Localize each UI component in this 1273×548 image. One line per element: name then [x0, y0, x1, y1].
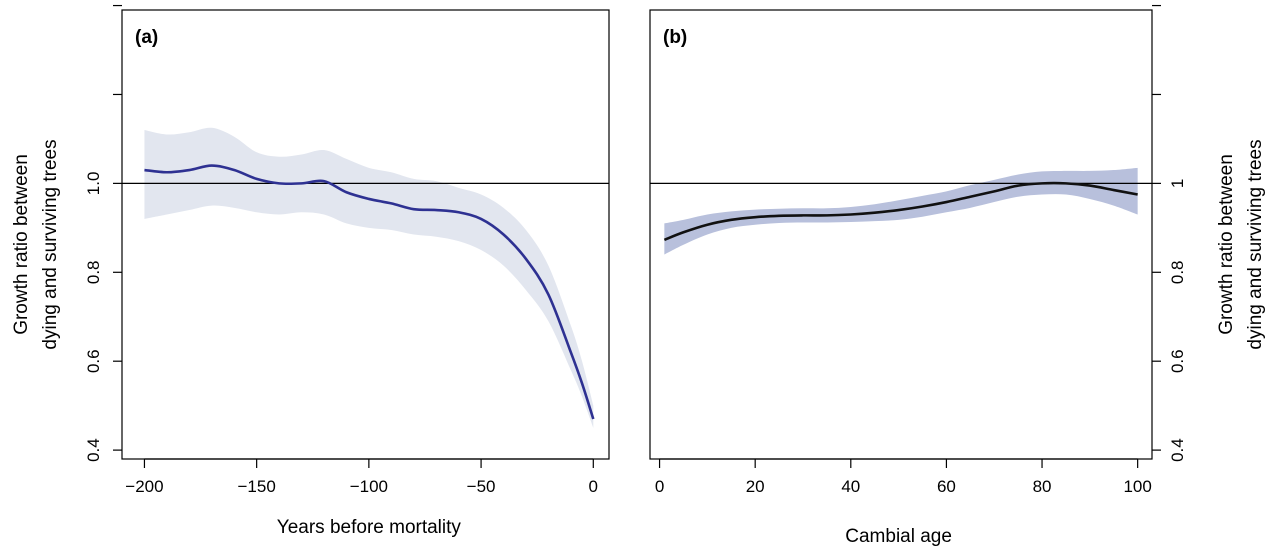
panel-a-label: (a) — [135, 27, 158, 48]
panel-a-y-axis-label-line-2: dying and surviving trees — [40, 139, 61, 349]
panel-a: −200 −150 −100 −50 0 0.4 0.6 0.8 1.0 (a) Years … — [11, 4, 610, 538]
panel-a-x-axis: −200 −150 −100 −50 0 — [125, 458, 598, 496]
panel-a-plot-area — [121, 9, 610, 460]
panel-b-y-tick-label: 1 — [1168, 179, 1187, 188]
panel-b-y-tick-label: 0.8 — [1168, 260, 1187, 284]
panel-b-x-tick-label: 100 — [1123, 477, 1151, 496]
panel-b-x-tick-label: 40 — [841, 477, 860, 496]
panel-a-confidence-band — [144, 127, 594, 428]
panel-b-x-tick-label: 20 — [746, 477, 765, 496]
panel-b-x-axis: 0 20 40 60 80 100 — [655, 458, 1152, 496]
panel-b: 0 20 40 60 80 100 0.40.60.81 (b) Cambial age … — [649, 4, 1266, 547]
panel-b-y-axis-label-line-2: dying and surviving trees — [1245, 139, 1266, 349]
panel-a-y-tick-label: 0.6 — [84, 349, 103, 373]
panel-b-series-line — [663, 181, 1138, 242]
panel-b-label: (b) — [663, 27, 687, 48]
panel-a-x-tick-label: −50 — [467, 477, 496, 496]
panel-b-plot-area — [649, 9, 1153, 460]
panel-a-frame — [121, 9, 610, 460]
panel-a-series-line — [144, 164, 595, 420]
panel-a-x-tick-label: 0 — [589, 477, 598, 496]
panel-a-y-tick-label: 1.0 — [84, 172, 103, 196]
panel-a-x-axis-label: Years before mortality — [277, 517, 462, 538]
panel-a-x-tick-label: −200 — [125, 477, 163, 496]
panel-b-confidence-band — [664, 167, 1138, 255]
panel-a-y-tick-label: 0.4 — [84, 438, 103, 462]
panel-b-frame — [649, 9, 1153, 460]
panel-a-x-tick-label: −100 — [350, 477, 388, 496]
panel-a-y-axis: 0.4 0.6 0.8 1.0 — [84, 4, 122, 462]
panel-b-x-tick-label: 0 — [655, 477, 664, 496]
panel-b-y-axis: 0.4 0.6 0.8 1 — [1152, 4, 1187, 462]
panel-b-y-axis-label-line-1: Growth ratio between — [1216, 154, 1237, 335]
panel-b-y-tick-label: 0.4 — [1168, 438, 1187, 462]
panel-b-x-axis-label: Cambial age — [845, 526, 952, 547]
panel-b-x-tick-label: 60 — [937, 477, 956, 496]
panel-b-y-tick-label: 0.6 — [1168, 349, 1187, 373]
panel-a-y-tick-label: 0.8 — [84, 260, 103, 284]
panel-a-y-axis-label-line-1: Growth ratio between — [11, 154, 32, 335]
panel-b-x-tick-label: 80 — [1033, 477, 1052, 496]
panel-a-x-tick-label: −150 — [238, 477, 276, 496]
